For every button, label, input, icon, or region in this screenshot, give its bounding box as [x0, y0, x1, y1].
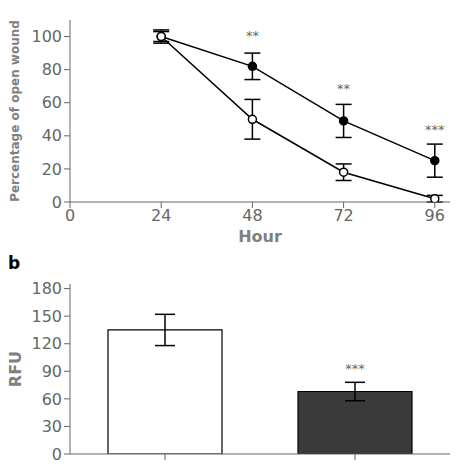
svg-text:100: 100 [31, 27, 62, 46]
svg-text:40: 40 [42, 126, 62, 145]
svg-text:***: *** [345, 361, 365, 376]
svg-text:20: 20 [42, 160, 62, 179]
html-text:b: b [8, 253, 21, 273]
svg-text:**: ** [246, 28, 260, 43]
svg-text:RFU: RFU [8, 351, 25, 387]
svg-text:0: 0 [52, 445, 62, 464]
svg-text:**: ** [337, 81, 351, 96]
svg-text:Percentage of open wound: Percentage of open wound [8, 20, 22, 202]
svg-text:90: 90 [42, 362, 62, 381]
svg-text:72: 72 [333, 206, 353, 225]
svg-text:120: 120 [31, 334, 62, 353]
svg-text:96: 96 [425, 206, 445, 225]
svg-text:80: 80 [42, 60, 62, 79]
svg-text:60: 60 [42, 93, 62, 112]
svg-text:0: 0 [52, 193, 62, 212]
svg-text:Hour: Hour [238, 227, 282, 246]
svg-text:150: 150 [31, 307, 62, 326]
svg-text:48: 48 [242, 206, 262, 225]
svg-text:0: 0 [65, 206, 75, 225]
svg-text:180: 180 [31, 279, 62, 298]
svg-text:***: *** [425, 122, 445, 137]
svg-text:30: 30 [42, 417, 62, 436]
svg-text:24: 24 [151, 206, 171, 225]
svg-text:60: 60 [42, 390, 62, 409]
